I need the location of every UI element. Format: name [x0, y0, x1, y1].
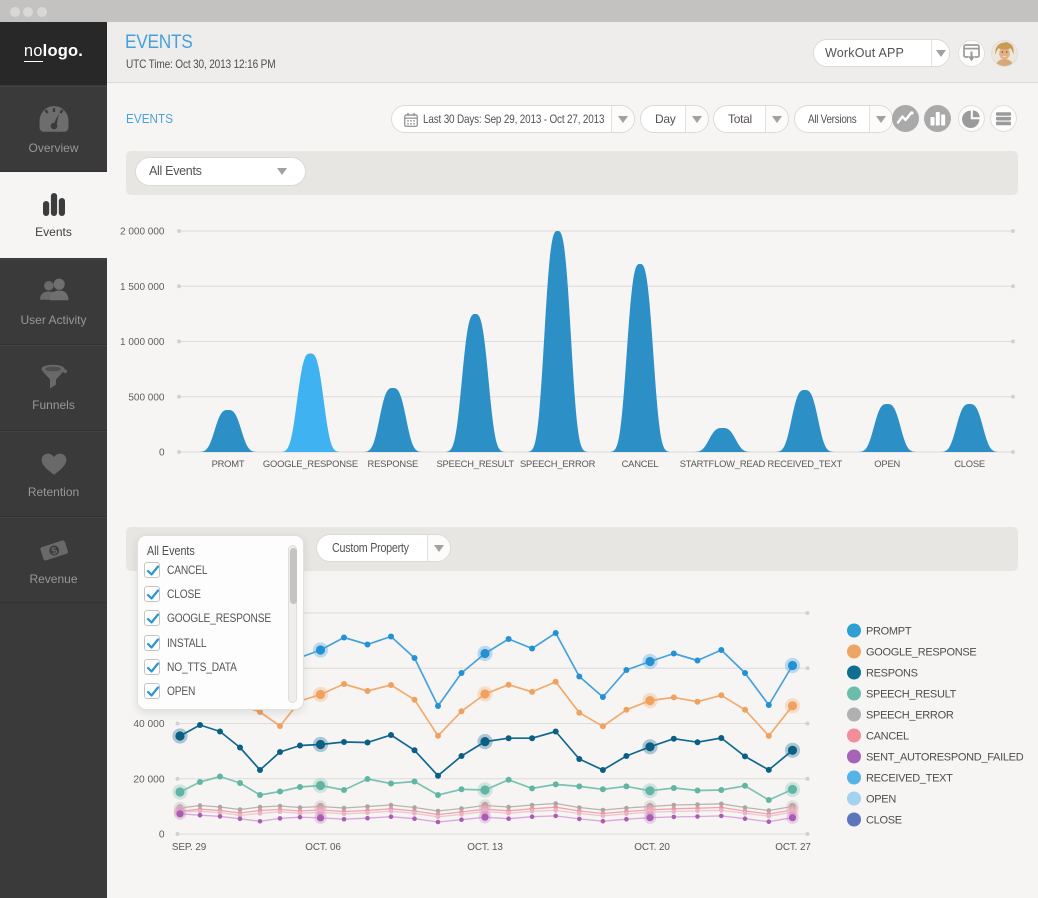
svg-text:$: $ [50, 545, 59, 557]
svg-text:RESPONS: RESPONS [866, 668, 918, 680]
svg-text:SPEECH_ERROR: SPEECH_ERROR [866, 710, 954, 722]
svg-text:RESPONSE: RESPONSE [368, 458, 419, 469]
svg-text:1 500 000: 1 500 000 [120, 282, 165, 293]
svg-text:OPEN: OPEN [874, 458, 900, 469]
svg-text:SPEECH_RESULT: SPEECH_RESULT [436, 458, 514, 469]
svg-text:STARTFLOW_READ: STARTFLOW_READ [680, 458, 766, 469]
svg-text:SENT_AUTORESPOND_FAILED: SENT_AUTORESPOND_FAILED [866, 752, 1024, 764]
svg-text:OPEN: OPEN [866, 794, 896, 806]
svg-text:OCT. 13: OCT. 13 [467, 842, 503, 853]
svg-text:1 000 000: 1 000 000 [120, 337, 165, 348]
svg-text:CANCEL: CANCEL [866, 731, 909, 743]
svg-text:CLOSE: CLOSE [866, 815, 902, 827]
svg-text:20 000: 20 000 [133, 774, 164, 785]
svg-text:GOOGLE_RESPONSE: GOOGLE_RESPONSE [263, 458, 358, 469]
svg-text:OCT. 27: OCT. 27 [775, 842, 811, 853]
svg-text:RECEIVED_TEXT: RECEIVED_TEXT [768, 458, 843, 469]
svg-text:40 000: 40 000 [133, 719, 164, 730]
svg-text:PROMPT: PROMPT [866, 626, 912, 638]
svg-text:0: 0 [159, 448, 165, 459]
svg-text:CLOSE: CLOSE [954, 458, 985, 469]
svg-text:GOOGLE_RESPONSE: GOOGLE_RESPONSE [866, 647, 976, 659]
svg-text:SEP. 29: SEP. 29 [172, 842, 207, 853]
svg-text:OCT. 06: OCT. 06 [305, 842, 341, 853]
svg-text:OCT. 20: OCT. 20 [634, 842, 670, 853]
svg-text:RECEIVED_TEXT: RECEIVED_TEXT [866, 773, 953, 785]
svg-text:CANCEL: CANCEL [622, 458, 659, 469]
svg-text:SPEECH_ERROR: SPEECH_ERROR [520, 458, 596, 469]
svg-text:500 000: 500 000 [128, 392, 165, 403]
svg-text:2 000 000: 2 000 000 [120, 227, 165, 238]
svg-text:SPEECH_RESULT: SPEECH_RESULT [866, 689, 957, 701]
svg-text:PROMT: PROMT [212, 458, 245, 469]
svg-text:0: 0 [159, 830, 165, 841]
